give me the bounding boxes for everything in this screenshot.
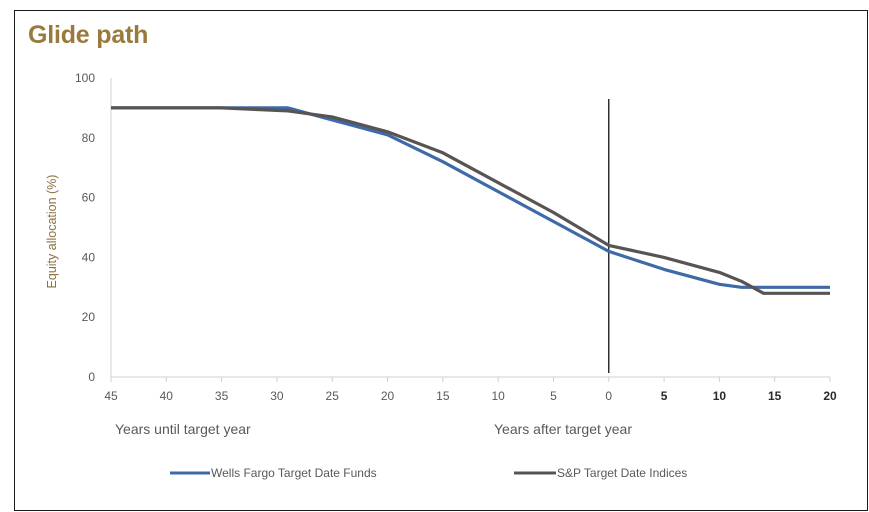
- x-group-label-after: Years after target year: [494, 421, 632, 437]
- y-axis-label: Equity allocation (%): [45, 175, 59, 289]
- x-tick-label-after: 5: [661, 389, 668, 403]
- y-tick-label: 60: [82, 191, 96, 205]
- y-tick-label: 40: [82, 250, 96, 264]
- x-tick-label-after: 10: [713, 389, 727, 403]
- x-tick-label: 35: [215, 389, 229, 403]
- axes: [110, 78, 830, 378]
- y-tick-label: 80: [82, 131, 96, 145]
- x-tick-label: 40: [160, 389, 174, 403]
- x-group-label-before: Years until target year: [115, 421, 251, 437]
- series-line-wells-fargo: [111, 106, 830, 289]
- x-tick-label: 15: [436, 389, 450, 403]
- legend-entry: S&P Target Date Indices: [557, 466, 687, 480]
- series-lines: [111, 106, 830, 295]
- x-tick-label: 45: [104, 389, 118, 403]
- legend-entry: Wells Fargo Target Date Funds: [211, 466, 377, 480]
- x-tick-label-after: 15: [768, 389, 782, 403]
- x-tick-label-after: 20: [823, 389, 837, 403]
- chart-title: Glide path: [28, 21, 149, 49]
- legend: Wells Fargo Target Date Funds S&P Target …: [170, 466, 687, 480]
- chart-frame: Glide path: [14, 10, 868, 511]
- axis-labels: Equity allocation (%) Years until target …: [45, 175, 632, 437]
- x-tick-label: 25: [326, 389, 340, 403]
- x-tick-label: 0: [605, 389, 612, 403]
- x-tick-label: 20: [381, 389, 395, 403]
- x-tick-label: 30: [270, 389, 284, 403]
- y-axis-ticks: 0 20 40 60 80 100: [75, 71, 95, 384]
- y-tick-label: 0: [88, 370, 95, 384]
- x-tick-label: 10: [491, 389, 505, 403]
- x-axis-ticks: 45 40 35 30 25 20 15 10 5 0 5 10 15 20: [104, 377, 837, 403]
- x-tick-label: 5: [550, 389, 557, 403]
- y-tick-label: 20: [82, 310, 96, 324]
- y-tick-label: 100: [75, 71, 95, 85]
- series-line-sp-indices: [111, 106, 830, 295]
